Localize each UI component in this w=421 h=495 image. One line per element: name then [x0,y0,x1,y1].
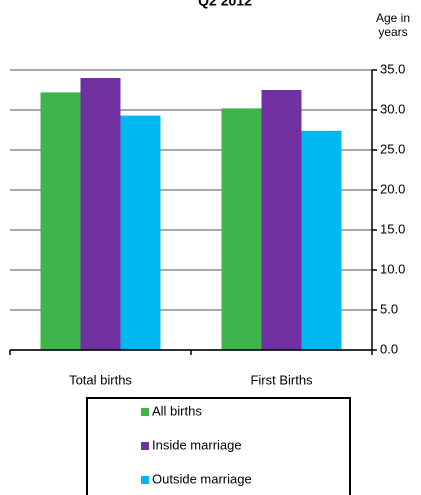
x-tick-label: First Births [250,372,313,387]
legend-swatch [141,442,149,450]
legend-swatch [141,408,149,416]
bar [221,108,262,351]
bar [261,90,302,350]
legend-box [86,397,351,495]
y-tick-label: 25.0 [380,141,405,156]
y-tick-label: 20.0 [380,181,405,196]
bar [120,115,161,350]
axis-label: Age in years [375,11,411,39]
y-tick-label: 0.0 [380,341,398,356]
x-tick-label: Total births [69,372,132,387]
bar [40,92,81,351]
chart-title: Q2 2012 [198,0,252,9]
legend-swatch [141,476,149,484]
y-tick-label: 35.0 [380,61,405,76]
legend-label: Inside marriage [152,437,242,452]
bar [301,130,342,350]
y-tick-label: 30.0 [380,101,405,116]
y-tick-label: 5.0 [380,301,398,316]
bar [80,78,121,350]
y-tick-label: 10.0 [380,261,405,276]
legend-label: Outside marriage [152,471,252,486]
y-tick-label: 15.0 [380,221,405,236]
legend-label: All births [152,403,202,418]
